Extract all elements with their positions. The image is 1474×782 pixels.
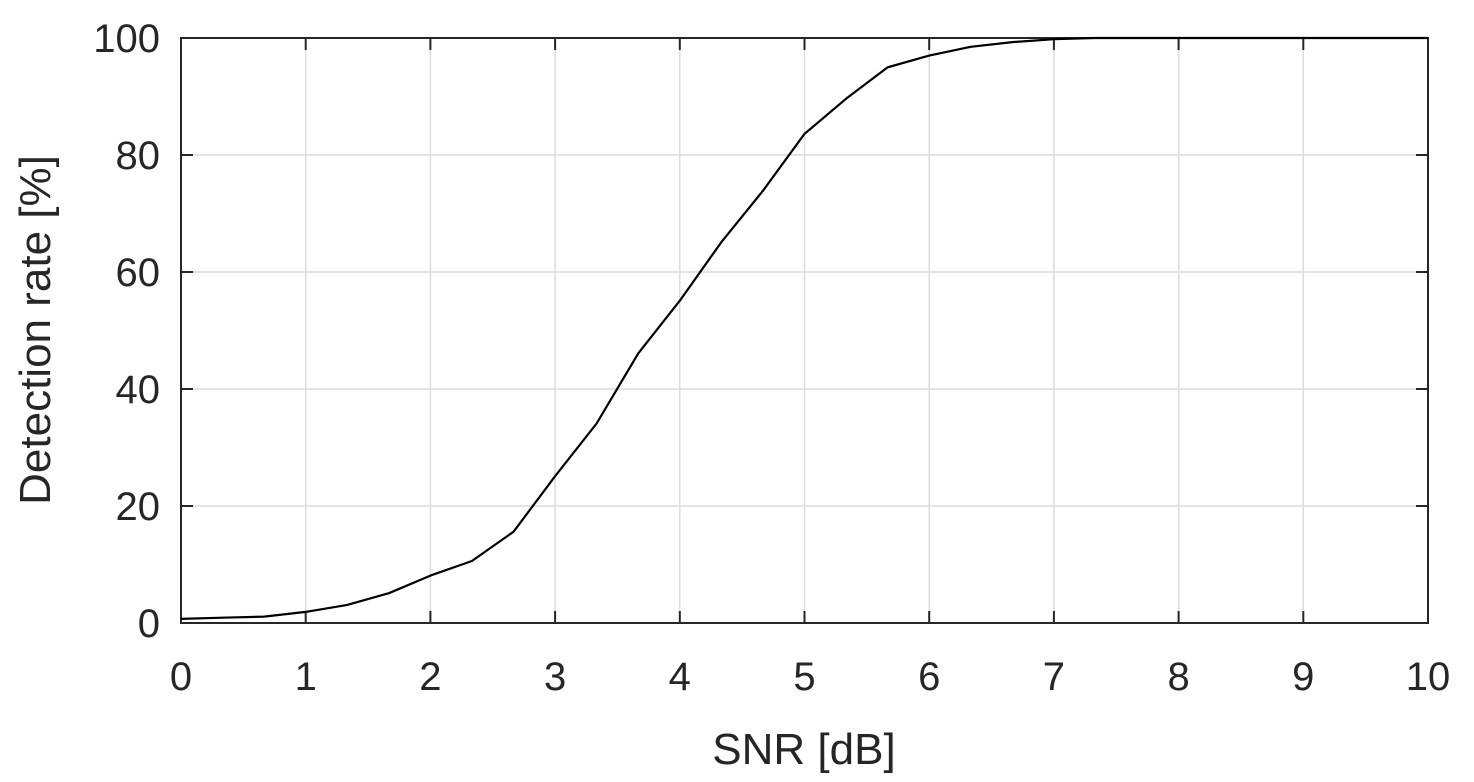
x-tick-label: 4 [669, 655, 691, 699]
x-tick-label: 5 [793, 655, 815, 699]
x-tick-label: 2 [419, 655, 441, 699]
x-axis-title: SNR [dB] [712, 725, 895, 774]
detection-rate-line [180, 36, 1428, 620]
y-tick-label: 0 [138, 602, 160, 646]
x-tick-label: 9 [1292, 655, 1314, 699]
data-series [180, 36, 1428, 620]
x-tick-label: 1 [295, 655, 317, 699]
y-tick-label: 60 [116, 251, 161, 295]
x-tick-label: 6 [918, 655, 940, 699]
grid-lines [180, 37, 1429, 624]
x-tick-label: 3 [544, 655, 566, 699]
x-tick-label: 10 [1406, 655, 1451, 699]
axis-ticks [180, 37, 1429, 624]
y-tick-label: 80 [116, 134, 161, 178]
x-tick-label: 8 [1167, 655, 1189, 699]
y-tick-label: 100 [93, 17, 160, 61]
y-tick-label: 40 [116, 368, 161, 412]
x-tick-label: 0 [170, 655, 192, 699]
x-tick-label: 7 [1043, 655, 1065, 699]
y-axis-title: Detection rate [%] [11, 155, 60, 505]
y-tick-label: 20 [116, 485, 161, 529]
